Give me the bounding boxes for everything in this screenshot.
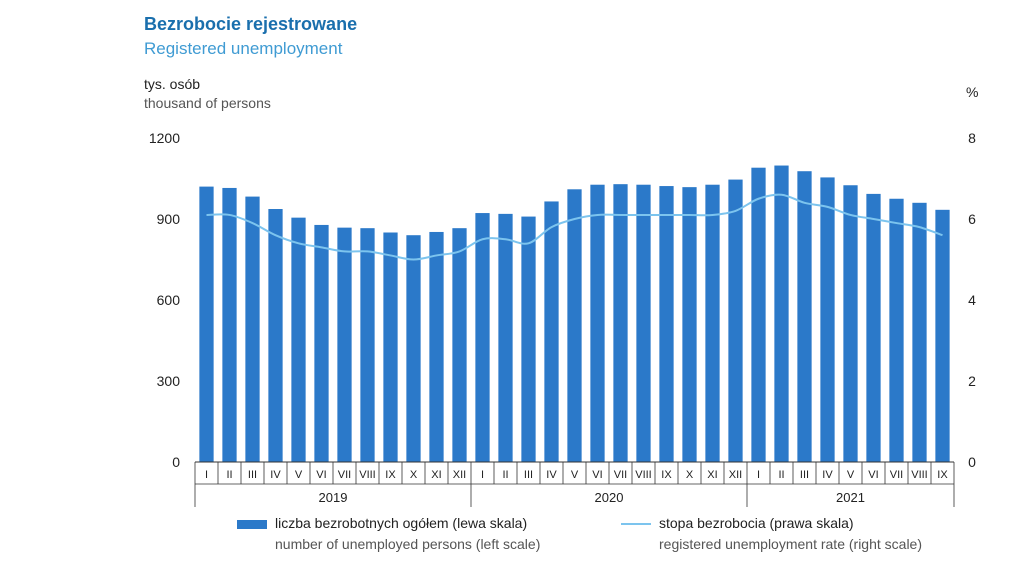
bar [337, 227, 352, 462]
x-tick-label: XII [729, 469, 742, 481]
right-y-tick-label: 8 [968, 130, 976, 146]
x-tick-label: II [226, 469, 232, 481]
bar [567, 189, 582, 463]
year-label: 2021 [836, 490, 865, 505]
left-y-tick-label: 300 [157, 373, 181, 389]
bar [705, 184, 720, 462]
x-tick-label: III [800, 469, 809, 481]
bar [636, 184, 651, 462]
bar [728, 179, 743, 462]
bar [797, 171, 812, 462]
x-tick-label: VII [890, 469, 903, 481]
x-tick-label: I [481, 469, 484, 481]
left-y-tick-label: 0 [172, 454, 180, 470]
left-axis-unit-pl: tys. osób [144, 76, 201, 92]
chart-subtitle: Registered unemployment [144, 39, 343, 58]
x-tick-label: III [248, 469, 257, 481]
x-tick-label: VIII [635, 469, 652, 481]
x-tick-label: VIII [359, 469, 376, 481]
x-tick-label: II [502, 469, 508, 481]
x-tick-label: III [524, 469, 533, 481]
x-tick-label: VIII [911, 469, 928, 481]
bar [613, 184, 628, 463]
x-tick-label: X [410, 469, 418, 481]
x-tick-label: V [571, 469, 579, 481]
x-tick-label: VII [338, 469, 351, 481]
left-y-tick-label: 600 [157, 292, 181, 308]
bar [682, 187, 697, 462]
bar [820, 177, 835, 463]
bar [889, 198, 904, 462]
bar [314, 224, 329, 462]
x-tick-label: IV [822, 469, 833, 481]
bar [521, 216, 536, 462]
x-tick-label: II [778, 469, 784, 481]
x-tick-label: VI [316, 469, 326, 481]
legend-line-swatch [621, 523, 651, 525]
bar [866, 193, 881, 462]
bar [774, 165, 789, 463]
right-y-tick-label: 0 [968, 454, 976, 470]
x-tick-label: I [757, 469, 760, 481]
right-axis-unit: % [966, 84, 979, 100]
bar [429, 231, 444, 462]
legend-bars: liczba bezrobotnych ogółem (lewa skala) … [237, 515, 541, 552]
bar [291, 217, 306, 462]
legend-line-label-en: registered unemployment rate (right scal… [659, 536, 923, 552]
bar [843, 185, 858, 462]
bar [659, 186, 674, 462]
x-tick-label: IV [546, 469, 557, 481]
x-tick-label: X [686, 469, 694, 481]
bar [222, 187, 237, 462]
bar [199, 186, 214, 462]
x-tick-label: VII [614, 469, 627, 481]
x-tick-label: XII [453, 469, 466, 481]
bar [498, 213, 513, 462]
x-axis: I II III IV V VI VII VIII IX X XI XII I II III IV V VI VII… [194, 461, 955, 507]
line-series [206, 193, 943, 261]
bar [268, 209, 283, 462]
legend-bars-label-pl: liczba bezrobotnych ogółem (lewa skala) [275, 515, 528, 531]
unemployment-rate-line [206, 193, 943, 261]
bar-series [199, 165, 950, 463]
legend-bars-label-en: number of unemployed persons (left scale… [275, 536, 541, 552]
left-y-tick-label: 1200 [149, 130, 180, 146]
bar [383, 232, 398, 462]
x-tick-label: V [847, 469, 855, 481]
left-y-tick-label: 900 [157, 211, 181, 227]
bar [452, 228, 467, 462]
bar [912, 202, 927, 463]
x-tick-label: IX [661, 469, 672, 481]
year-label: 2019 [319, 490, 348, 505]
left-axis-unit-en: thousand of persons [144, 95, 271, 111]
bar [590, 184, 605, 462]
chart-title: Bezrobocie rejestrowane [144, 14, 358, 34]
x-tick-label: VI [592, 469, 602, 481]
bar [360, 228, 375, 462]
legend-bar-swatch [237, 520, 267, 529]
bar [751, 167, 766, 462]
bar [475, 213, 490, 462]
x-tick-label: V [295, 469, 303, 481]
bar [544, 201, 559, 462]
bar [406, 235, 421, 462]
x-tick-label: VI [868, 469, 878, 481]
legend-line-label-pl: stopa bezrobocia (prawa skala) [659, 515, 854, 531]
legend-line: stopa bezrobocia (prawa skala) registere… [621, 515, 923, 552]
left-y-axis: 0 300 600 900 1200 [149, 130, 180, 470]
bar [935, 209, 950, 462]
x-tick-label: I [205, 469, 208, 481]
year-label: 2020 [595, 490, 624, 505]
x-tick-label: IX [937, 469, 948, 481]
right-y-tick-label: 4 [968, 292, 976, 308]
right-y-tick-label: 2 [968, 373, 976, 389]
bar [245, 196, 260, 462]
right-y-tick-label: 6 [968, 211, 976, 227]
x-tick-label: IV [270, 469, 281, 481]
right-y-axis: 0 2 4 6 8 [968, 130, 976, 470]
x-tick-label: IX [385, 469, 396, 481]
x-tick-label: XI [707, 469, 717, 481]
x-tick-label: XI [431, 469, 441, 481]
